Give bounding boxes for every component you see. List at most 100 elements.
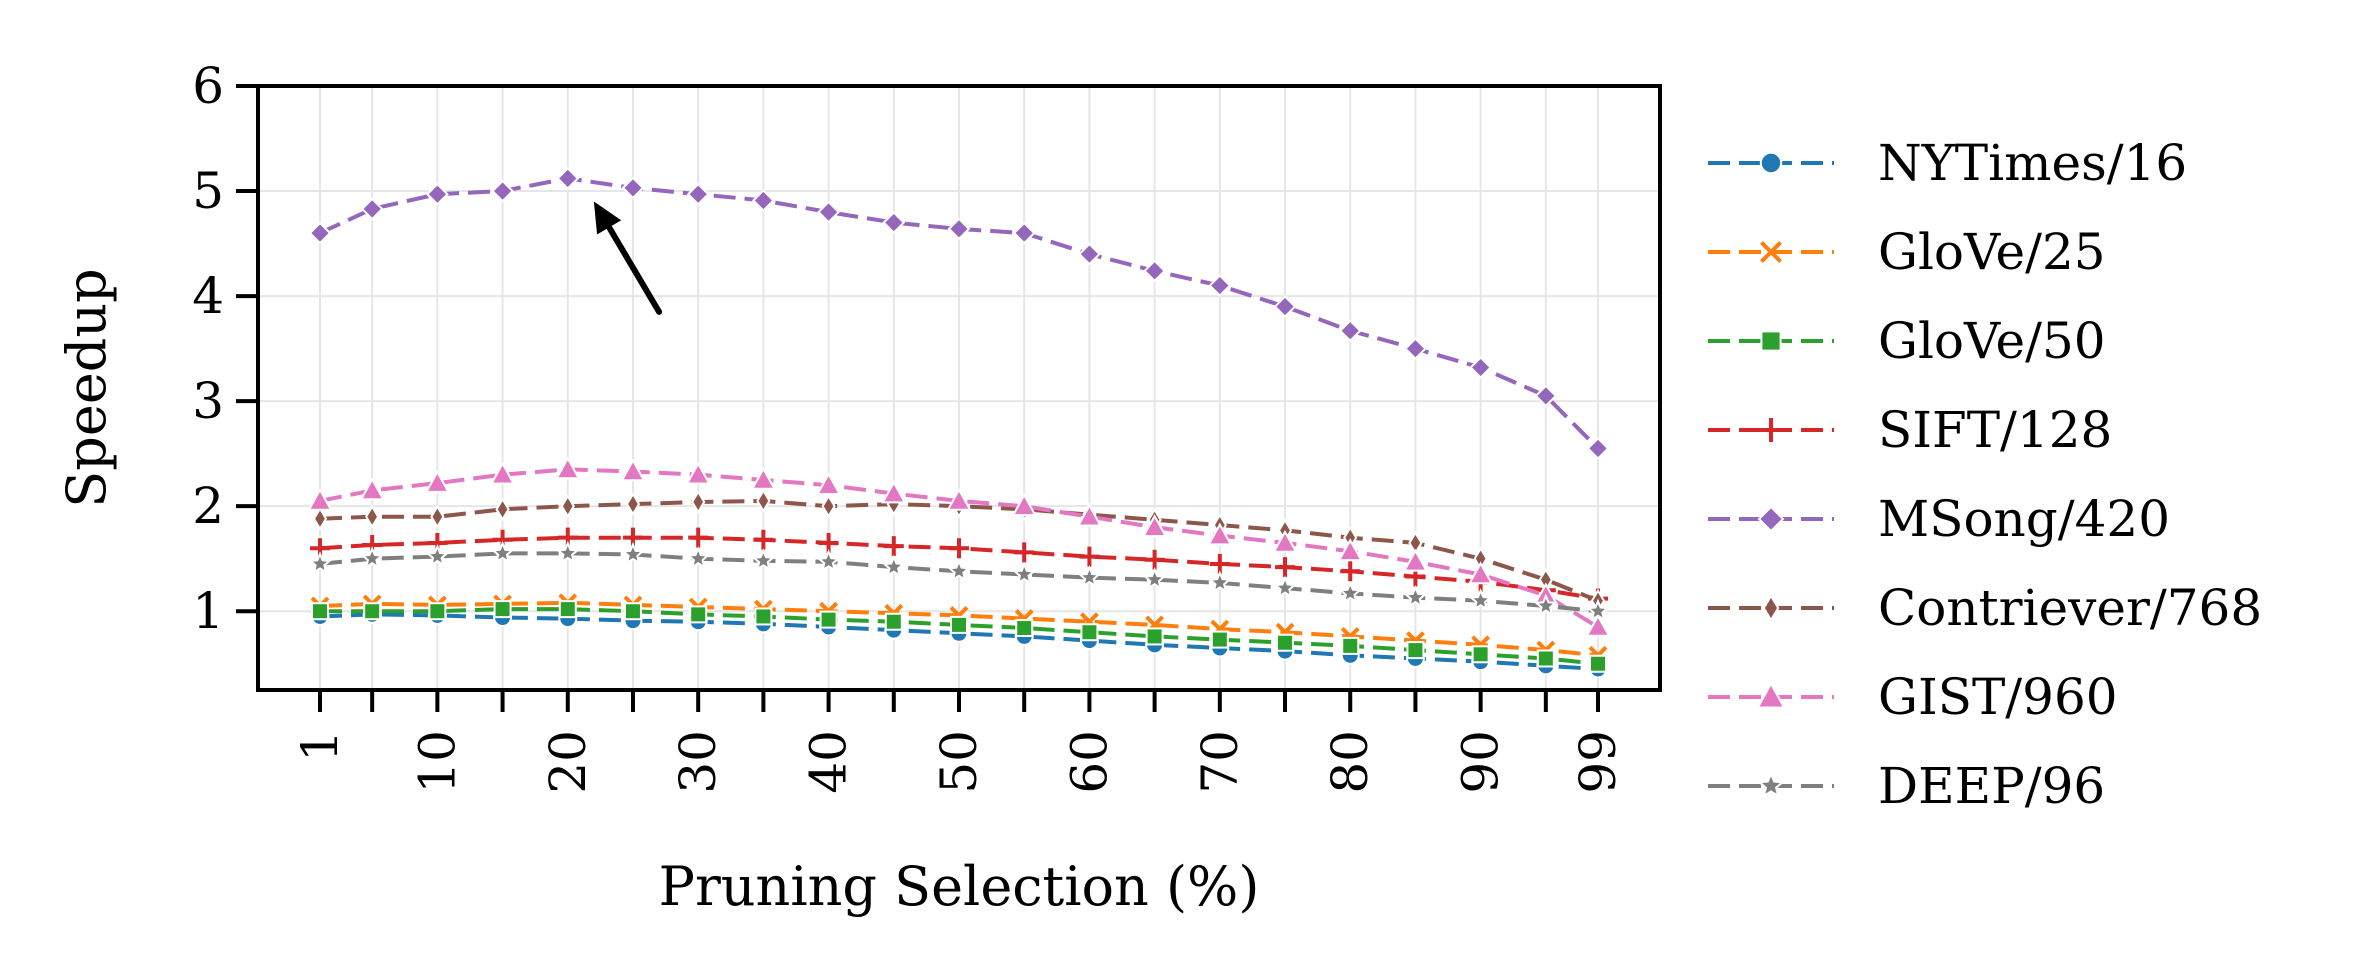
legend-entry: NYTimes/16 bbox=[1708, 134, 2187, 192]
data-point bbox=[1207, 522, 1233, 546]
data-point bbox=[430, 504, 445, 529]
data-point bbox=[946, 487, 972, 511]
y-tick-label: 3 bbox=[192, 372, 224, 430]
legend-entry: GloVe/25 bbox=[1708, 223, 2106, 281]
data-point bbox=[560, 494, 575, 519]
data-point bbox=[1076, 503, 1103, 527]
data-point bbox=[1467, 561, 1494, 585]
data-point bbox=[308, 551, 332, 575]
data-point bbox=[1273, 575, 1297, 599]
x-tick-label: 10 bbox=[408, 730, 466, 794]
data-point bbox=[1757, 505, 1785, 533]
data-point bbox=[621, 541, 645, 565]
data-point bbox=[491, 179, 514, 203]
data-point bbox=[425, 543, 450, 567]
data-point bbox=[815, 472, 842, 495]
series-msong-420 bbox=[308, 167, 1610, 460]
annotation-arrow-shaft bbox=[606, 224, 663, 315]
x-tick-label: 1 bbox=[291, 730, 349, 762]
legend-entry: Contriever/768 bbox=[1708, 579, 2262, 637]
data-point bbox=[817, 200, 841, 224]
data-point bbox=[1144, 549, 1165, 570]
data-point bbox=[1402, 548, 1429, 572]
data-point bbox=[1406, 641, 1425, 660]
data-point bbox=[1080, 623, 1099, 642]
data-point bbox=[1403, 585, 1428, 608]
legend-entry: MSong/420 bbox=[1708, 490, 2170, 548]
legend-label: SIFT/128 bbox=[1878, 401, 2112, 459]
data-point bbox=[1011, 493, 1037, 516]
legend-label: DEEP/96 bbox=[1878, 757, 2105, 815]
data-point bbox=[360, 546, 385, 569]
legend-label: Contriever/768 bbox=[1878, 579, 2262, 637]
x-tick-label: 20 bbox=[539, 730, 597, 794]
data-point bbox=[881, 480, 907, 504]
data-point bbox=[1079, 546, 1100, 567]
data-point bbox=[1141, 514, 1168, 537]
data-point bbox=[493, 600, 512, 619]
data-point bbox=[881, 554, 906, 578]
data-point bbox=[425, 182, 449, 206]
data-point bbox=[685, 461, 711, 485]
data-point bbox=[428, 602, 447, 621]
data-point bbox=[883, 536, 904, 557]
data-point bbox=[1759, 151, 1783, 175]
data-point bbox=[750, 466, 777, 490]
data-point bbox=[1208, 274, 1232, 297]
data-point bbox=[308, 221, 332, 245]
data-point bbox=[1207, 570, 1232, 593]
data-point bbox=[1275, 557, 1296, 578]
legend-entry: SIFT/128 bbox=[1708, 401, 2112, 459]
x-tick-label: 60 bbox=[1060, 730, 1118, 794]
data-point bbox=[1272, 529, 1298, 553]
data-point bbox=[1404, 337, 1427, 361]
data-point bbox=[753, 529, 774, 550]
data-point bbox=[1012, 221, 1036, 245]
data-point bbox=[1142, 567, 1167, 590]
data-point bbox=[947, 558, 971, 582]
data-point bbox=[751, 189, 775, 212]
data-point bbox=[495, 497, 510, 522]
data-point bbox=[1143, 259, 1167, 283]
data-point bbox=[756, 488, 771, 513]
data-point bbox=[1337, 538, 1363, 562]
legend-entry: GIST/960 bbox=[1708, 668, 2118, 726]
data-point bbox=[1077, 564, 1102, 588]
data-point bbox=[1015, 619, 1034, 638]
data-point bbox=[1533, 593, 1558, 617]
data-point bbox=[1210, 630, 1229, 649]
data-point bbox=[1469, 356, 1493, 379]
data-point bbox=[311, 602, 329, 621]
series-line bbox=[319, 176, 1600, 450]
data-point bbox=[1471, 645, 1490, 664]
data-point bbox=[424, 470, 451, 493]
data-point bbox=[1273, 295, 1297, 319]
data-point bbox=[1757, 771, 1785, 798]
data-point bbox=[1589, 654, 1607, 673]
y-tick-label: 4 bbox=[192, 267, 224, 325]
data-point bbox=[821, 494, 836, 519]
data-point bbox=[1338, 580, 1363, 604]
legend-label: GloVe/50 bbox=[1878, 312, 2106, 370]
data-point bbox=[686, 546, 711, 569]
data-point bbox=[625, 492, 641, 517]
data-point bbox=[950, 615, 968, 634]
series-line bbox=[319, 467, 1600, 629]
legend-label: MSong/420 bbox=[1878, 490, 2170, 548]
data-point bbox=[1338, 319, 1362, 343]
data-point bbox=[882, 211, 906, 234]
data-point bbox=[621, 176, 645, 200]
data-point bbox=[1760, 330, 1782, 352]
data-point bbox=[1276, 633, 1295, 652]
legend: NYTimes/16 GloVe/25 GloVe/50 SIFT/128 MSong/… bbox=[1708, 134, 2262, 815]
data-point bbox=[489, 461, 516, 485]
legend-entry: GloVe/50 bbox=[1708, 312, 2106, 370]
data-point bbox=[312, 506, 328, 531]
data-point bbox=[686, 182, 710, 206]
y-tick-label: 6 bbox=[192, 57, 224, 115]
data-point bbox=[1756, 681, 1786, 709]
data-point bbox=[1759, 240, 1783, 264]
y-tick-label: 2 bbox=[192, 477, 224, 535]
data-point bbox=[620, 458, 646, 482]
